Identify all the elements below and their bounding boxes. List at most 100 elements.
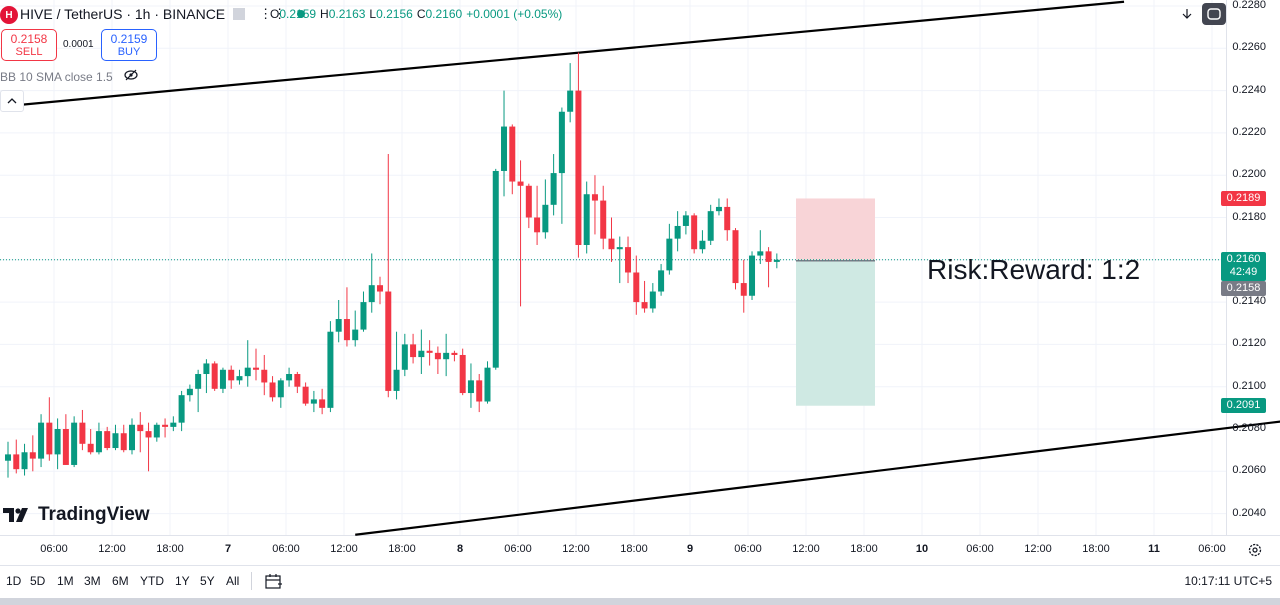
- candle-down: [509, 124, 516, 195]
- candle-down: [385, 154, 392, 398]
- range-button-1d[interactable]: 1D: [6, 574, 22, 588]
- range-button-5d[interactable]: 5D: [30, 574, 46, 588]
- candle-body: [112, 433, 119, 449]
- chart-grid: [0, 0, 1280, 536]
- eye-hidden-icon[interactable]: [124, 69, 138, 84]
- range-button-1m[interactable]: 1M: [57, 574, 74, 588]
- candle-up: [467, 363, 474, 408]
- candle-up: [170, 416, 177, 432]
- candle-up: [674, 211, 681, 252]
- fullscreen-toggle-icon[interactable]: [1202, 3, 1226, 25]
- candle-up: [649, 283, 656, 313]
- symbol-title[interactable]: HIVE / TetherUS · 1h · BINANCE: [20, 6, 226, 22]
- time-tick-label: 06:00: [1198, 543, 1226, 555]
- candle-up: [550, 154, 557, 216]
- buy-button[interactable]: 0.2159 BUY: [101, 29, 157, 61]
- candle-up: [749, 251, 756, 300]
- candle-body: [633, 272, 640, 303]
- candle-body: [29, 452, 36, 459]
- range-button-5y[interactable]: 5Y: [200, 574, 215, 588]
- sell-label: SELL: [15, 46, 43, 58]
- stop-loss-price-tag: 0.2189: [1221, 190, 1266, 206]
- candle-body: [443, 352, 450, 360]
- candle-body: [608, 238, 615, 250]
- candle-body: [54, 429, 61, 455]
- candle-body: [21, 452, 28, 470]
- candle-down: [62, 414, 69, 465]
- risk-reward-label[interactable]: Risk:Reward: 1:2: [927, 254, 1141, 285]
- candle-up: [699, 230, 706, 254]
- time-tick-label: 06:00: [40, 543, 68, 555]
- candle-body: [219, 369, 226, 389]
- candle-up: [616, 236, 623, 284]
- bar-style-icon[interactable]: [233, 8, 246, 20]
- candle-body: [277, 380, 284, 398]
- candle-down: [459, 348, 466, 396]
- candle-down: [79, 409, 86, 451]
- candle-up: [95, 422, 102, 455]
- candle-down: [410, 333, 417, 364]
- high-value: 0.2163: [328, 7, 366, 21]
- more-options-icon[interactable]: ⋮⋮: [259, 6, 288, 21]
- candle-body: [591, 194, 598, 201]
- candle-body: [87, 443, 94, 453]
- open-label: O: [270, 7, 280, 21]
- candle-body: [674, 225, 681, 239]
- candle-up: [368, 253, 375, 313]
- candle-up: [286, 367, 293, 387]
- candle-up: [393, 331, 400, 400]
- candle-down: [641, 280, 648, 313]
- time-tick-day-label: 7: [224, 543, 232, 555]
- candle-down: [377, 276, 384, 305]
- low-label: L: [369, 7, 377, 21]
- spread-value: 0.0001: [63, 39, 94, 50]
- range-button-all[interactable]: All: [226, 574, 240, 588]
- candle-body: [343, 319, 350, 341]
- tradingview-logo-icon: [3, 508, 28, 522]
- candle-body: [691, 215, 698, 250]
- range-button-ytd[interactable]: YTD: [140, 574, 164, 588]
- chart-settings-gear-icon[interactable]: [1246, 541, 1264, 559]
- candle-body: [467, 380, 474, 394]
- download-arrow-icon[interactable]: [1178, 5, 1196, 23]
- candle-down: [600, 185, 607, 250]
- candle-body: [641, 302, 648, 309]
- candle-down: [625, 236, 632, 284]
- candle-down: [575, 52, 582, 258]
- candle-body: [46, 422, 53, 455]
- range-button-1y[interactable]: 1Y: [175, 574, 190, 588]
- candle-body: [120, 433, 127, 451]
- candle-body: [62, 429, 69, 465]
- candle-body: [71, 422, 78, 465]
- tradingview-logo[interactable]: TradingView: [3, 504, 150, 526]
- candle-down: [211, 361, 218, 391]
- candle-down: [434, 346, 441, 375]
- candle-down: [426, 340, 433, 366]
- candle-up: [129, 418, 136, 455]
- time-tick-label: 12:00: [1024, 543, 1052, 555]
- range-button-3m[interactable]: 3M: [84, 574, 101, 588]
- candle-body: [773, 259, 780, 262]
- candle-body: [294, 374, 301, 387]
- candle-up: [244, 340, 251, 387]
- range-button-6m[interactable]: 6M: [112, 574, 129, 588]
- utc-clock[interactable]: 10:17:11 UTC+5: [1184, 574, 1273, 588]
- go-to-date-calendar-icon[interactable]: [264, 571, 284, 591]
- candle-up: [186, 384, 193, 402]
- indicator-label: BB 10 SMA close 1.5: [0, 70, 113, 84]
- time-tick-label: 06:00: [272, 543, 300, 555]
- symbol-legend[interactable]: H HIVE / TetherUS · 1h · BINANCE ⋮⋮: [0, 6, 306, 24]
- candle-down: [46, 397, 53, 461]
- candle-down: [740, 259, 747, 313]
- candle-down: [633, 255, 640, 315]
- candle-body: [310, 399, 317, 404]
- candle-body: [360, 302, 367, 330]
- window-bottom-strip: [0, 598, 1280, 605]
- candle-up: [5, 441, 11, 478]
- collapse-legend-button[interactable]: [0, 90, 24, 112]
- candle-body: [542, 204, 549, 233]
- sell-button[interactable]: 0.2158 SELL: [1, 29, 57, 61]
- high-label: H: [320, 7, 329, 21]
- indicator-legend[interactable]: BB 10 SMA close 1.5: [0, 69, 138, 84]
